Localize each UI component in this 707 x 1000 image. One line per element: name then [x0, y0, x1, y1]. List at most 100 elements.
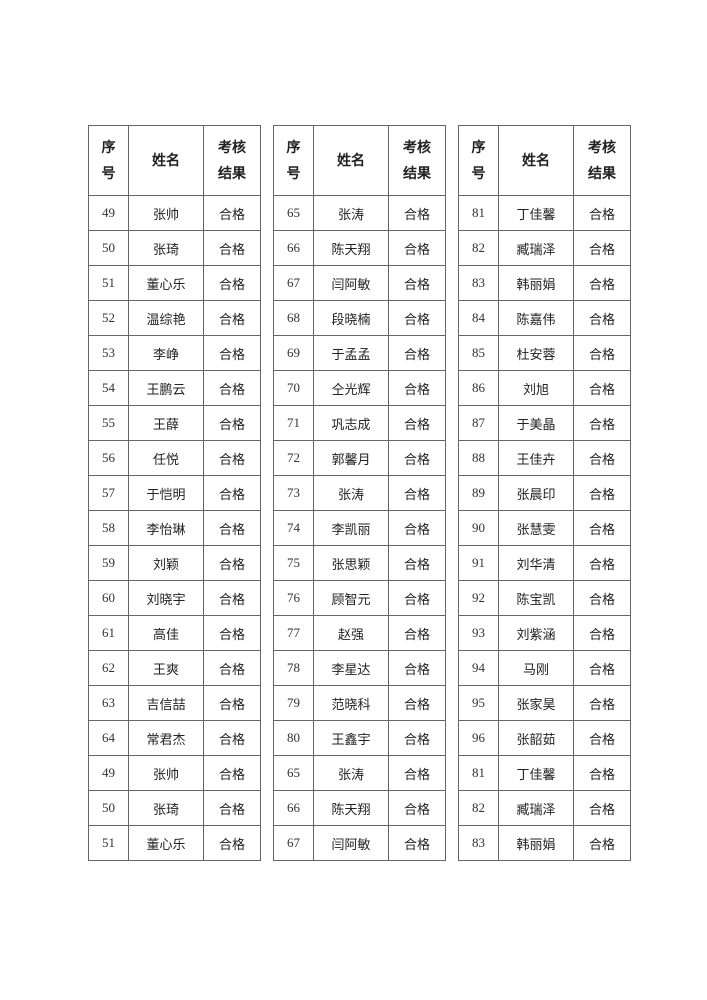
- seq-cell: 52: [88, 300, 129, 336]
- table-row: 66 陈天翔 合格: [273, 230, 446, 266]
- seq-cell: 65: [273, 195, 314, 231]
- header-result-line1: 考核: [403, 139, 431, 156]
- seq-cell: 65: [273, 755, 314, 791]
- name-cell: 王爽: [128, 650, 204, 686]
- header-result-line2: 结果: [403, 165, 431, 182]
- seq-cell: 69: [273, 335, 314, 371]
- seq-cell: 61: [88, 615, 129, 651]
- header-seq-line2: 号: [471, 165, 486, 182]
- header-result: 考核 结果: [388, 125, 446, 196]
- seq-cell: 80: [273, 720, 314, 756]
- seq-cell: 87: [458, 405, 499, 441]
- name-cell: 李怡琳: [128, 510, 204, 546]
- seq-cell: 77: [273, 615, 314, 651]
- seq-cell: 72: [273, 440, 314, 476]
- result-cell: 合格: [388, 475, 446, 511]
- table-row: 83 韩丽娟 合格: [458, 825, 631, 861]
- header-seq-line1: 序: [471, 139, 486, 156]
- seq-cell: 51: [88, 265, 129, 301]
- seq-cell: 60: [88, 580, 129, 616]
- header-name: 姓名: [498, 125, 574, 196]
- table-row: 66 陈天翔 合格: [273, 790, 446, 826]
- seq-cell: 83: [458, 265, 499, 301]
- name-cell: 陈天翔: [313, 230, 389, 266]
- name-cell: 吉信喆: [128, 685, 204, 721]
- table-row: 71 巩志成 合格: [273, 405, 446, 441]
- result-cell: 合格: [388, 370, 446, 406]
- seq-cell: 49: [88, 195, 129, 231]
- seq-cell: 76: [273, 580, 314, 616]
- table-row: 77 赵强 合格: [273, 615, 446, 651]
- table-row: 50 张琦 合格: [88, 230, 261, 266]
- seq-cell: 67: [273, 265, 314, 301]
- result-cell: 合格: [388, 230, 446, 266]
- result-cell: 合格: [388, 440, 446, 476]
- name-cell: 陈宝凯: [498, 580, 574, 616]
- table-row: 93 刘紫涵 合格: [458, 615, 631, 651]
- results-table-group-2: 序号姓名 考核 结果 65 张涛 合格 66 陈天翔 合格 67 闫阿敏 合格 68 段晓楠 合格 69 于孟孟…: [273, 125, 446, 861]
- result-cell: 合格: [573, 195, 631, 231]
- table-row: 51 董心乐 合格: [88, 825, 261, 861]
- results-table-group-3: 序号姓名 考核 结果 81 丁佳馨 合格 82 臧瑞泽 合格 83 韩丽娟 合格 84 陈嘉伟 合格 85 杜安…: [458, 125, 631, 861]
- result-cell: 合格: [573, 720, 631, 756]
- header-result-line2: 结果: [588, 165, 616, 182]
- name-cell: 王鑫宇: [313, 720, 389, 756]
- table-row: 88 王佳卉 合格: [458, 440, 631, 476]
- result-cell: 合格: [388, 615, 446, 651]
- table-row: 65 张涛 合格: [273, 755, 446, 791]
- name-cell: 臧瑞泽: [498, 790, 574, 826]
- table-row: 57 于恺明 合格: [88, 475, 261, 511]
- table-row: 94 马刚 合格: [458, 650, 631, 686]
- seq-cell: 71: [273, 405, 314, 441]
- result-cell: 合格: [573, 230, 631, 266]
- name-cell: 张帅: [128, 195, 204, 231]
- seq-cell: 54: [88, 370, 129, 406]
- table-row: 89 张晨印 合格: [458, 475, 631, 511]
- name-cell: 杜安蓉: [498, 335, 574, 371]
- name-cell: 王鹏云: [128, 370, 204, 406]
- table-row: 85 杜安蓉 合格: [458, 335, 631, 371]
- table-row: 49 张帅 合格: [88, 755, 261, 791]
- result-cell: 合格: [203, 265, 261, 301]
- result-cell: 合格: [573, 685, 631, 721]
- result-cell: 合格: [203, 405, 261, 441]
- name-cell: 董心乐: [128, 265, 204, 301]
- seq-cell: 66: [273, 230, 314, 266]
- name-cell: 陈嘉伟: [498, 300, 574, 336]
- name-cell: 李星达: [313, 650, 389, 686]
- result-cell: 合格: [388, 755, 446, 791]
- table-row: 91 刘华清 合格: [458, 545, 631, 581]
- name-cell: 刘华清: [498, 545, 574, 581]
- table-row: 61 高佳 合格: [88, 615, 261, 651]
- result-cell: 合格: [388, 825, 446, 861]
- seq-cell: 50: [88, 790, 129, 826]
- result-cell: 合格: [203, 685, 261, 721]
- table-row: 69 于孟孟 合格: [273, 335, 446, 371]
- table-row: 67 闫阿敏 合格: [273, 825, 446, 861]
- name-cell: 张思颖: [313, 545, 389, 581]
- table-row: 58 李怡琳 合格: [88, 510, 261, 546]
- name-cell: 于恺明: [128, 475, 204, 511]
- table-row: 65 张涛 合格: [273, 195, 446, 231]
- seq-cell: 88: [458, 440, 499, 476]
- table-row: 60 刘晓宇 合格: [88, 580, 261, 616]
- seq-cell: 95: [458, 685, 499, 721]
- name-cell: 于美晶: [498, 405, 574, 441]
- seq-cell: 93: [458, 615, 499, 651]
- table-row: 49 张帅 合格: [88, 195, 261, 231]
- result-cell: 合格: [573, 300, 631, 336]
- name-cell: 段晓楠: [313, 300, 389, 336]
- table-row: 59 刘颖 合格: [88, 545, 261, 581]
- table-row: 81 丁佳馨 合格: [458, 195, 631, 231]
- table-row: 51 董心乐 合格: [88, 265, 261, 301]
- seq-cell: 79: [273, 685, 314, 721]
- result-cell: 合格: [573, 650, 631, 686]
- name-cell: 刘颖: [128, 545, 204, 581]
- result-cell: 合格: [573, 615, 631, 651]
- name-cell: 韩丽娟: [498, 825, 574, 861]
- result-cell: 合格: [388, 790, 446, 826]
- table-row: 63 吉信喆 合格: [88, 685, 261, 721]
- result-cell: 合格: [573, 405, 631, 441]
- seq-cell: 91: [458, 545, 499, 581]
- result-cell: 合格: [203, 755, 261, 791]
